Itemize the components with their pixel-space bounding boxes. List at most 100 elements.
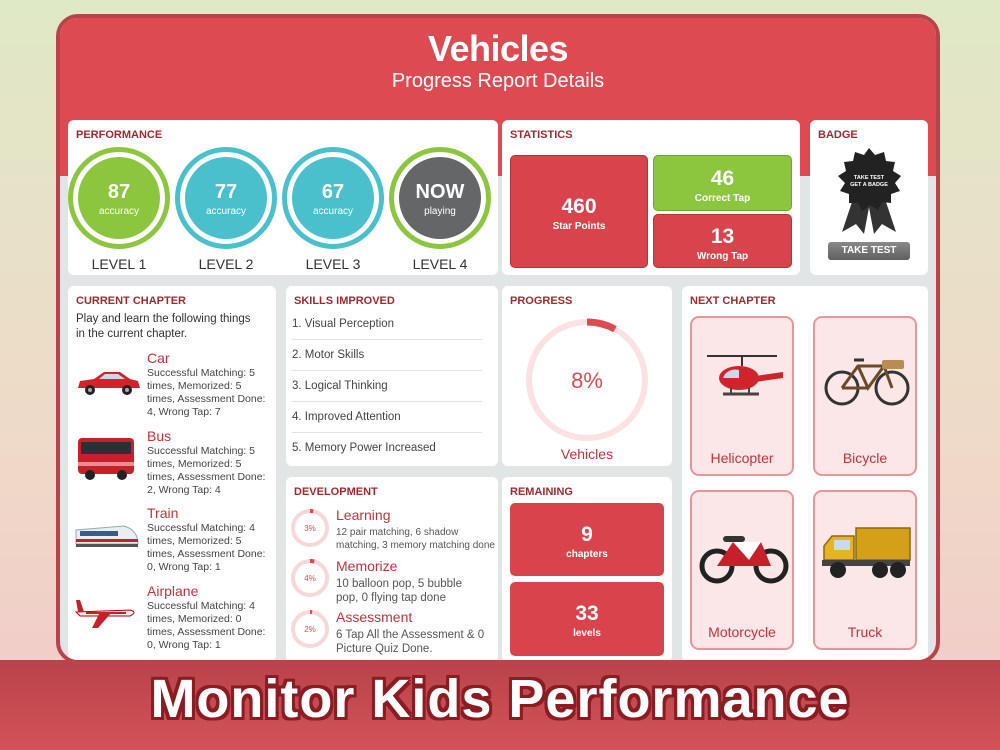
- level-1-value: 87: [107, 181, 131, 203]
- level-3-sub: accuracy: [312, 206, 353, 217]
- performance-card: PERFORMANCE 87 accuracy LEVEL 1 77 accur…: [68, 120, 498, 275]
- badge-title: BADGE: [818, 129, 858, 141]
- statistics-card: STATISTICS 460 Star Points 46 Correct Ta…: [502, 120, 800, 275]
- remaining-title: REMAINING: [510, 486, 573, 498]
- current-chapter-card: CURRENT CHAPTER Play and learn the follo…: [68, 286, 276, 660]
- bicycle-card[interactable]: Bicycle: [813, 316, 917, 476]
- train-text: Successful Matching: 4 times, Memorized:…: [147, 522, 266, 573]
- badge-card: BADGE TAKE TEST GET A BADGE TAKE TEST: [810, 120, 928, 275]
- car-title: Car: [147, 350, 170, 366]
- memorize-title: Memorize: [336, 558, 398, 574]
- car-icon: [78, 372, 140, 395]
- level-1-sub: accuracy: [98, 206, 139, 217]
- progress-card: PROGRESS 8% Vehicles: [502, 286, 672, 466]
- bicycle-label: Bicycle: [842, 450, 888, 466]
- truck-card[interactable]: Truck: [813, 490, 917, 650]
- helicopter-icon: [707, 355, 783, 396]
- truck-icon: [822, 527, 911, 578]
- helicopter-label: Helicopter: [710, 450, 774, 466]
- next-chapter-title: NEXT CHAPTER: [690, 295, 776, 307]
- star-points-label: Star Points: [552, 221, 606, 232]
- learning-text: 12 pair matching, 6 shadow matching, 3 m…: [336, 527, 495, 551]
- bus-icon: [78, 438, 134, 480]
- memorize-text: 10 balloon pop, 5 bubble pop, 0 flying t…: [336, 578, 462, 604]
- assessment-pct: 2%: [304, 625, 316, 634]
- learning-pct: 3%: [304, 524, 316, 533]
- memorize-progress-ring: 4%: [291, 559, 329, 597]
- level-3-ring[interactable]: 67 accuracy: [282, 147, 384, 249]
- level-4-label: LEVEL 4: [412, 256, 468, 272]
- performance-title: PERFORMANCE: [76, 129, 163, 141]
- level-4-sub: playing: [424, 206, 456, 217]
- remaining-levels-label: levels: [573, 628, 601, 639]
- motorcycle-card[interactable]: Motorcycle: [690, 490, 794, 650]
- learning-progress-ring: 3%: [291, 509, 329, 547]
- bicycle-icon: [824, 358, 910, 406]
- train-title: Train: [147, 505, 179, 521]
- learning-title: Learning: [336, 507, 391, 523]
- level-1-ring[interactable]: 87 accuracy: [68, 147, 170, 249]
- car-text: Successful Matching: 5 times, Memorized:…: [147, 367, 266, 418]
- star-points-tile: 460 Star Points: [510, 155, 648, 268]
- skill-item: 2. Motor Skills: [292, 340, 482, 371]
- assessment-text: 6 Tap All the Assessment & 0 Picture Qui…: [336, 629, 485, 655]
- take-test-button[interactable]: TAKE TEST: [828, 242, 910, 260]
- progress-title: PROGRESS: [510, 295, 573, 307]
- level-2-label: LEVEL 2: [198, 256, 254, 272]
- promo-banner: Monitor Kids Performance: [0, 660, 1000, 750]
- skill-item: 1. Visual Perception: [292, 309, 482, 340]
- wrong-tap-label: Wrong Tap: [696, 251, 749, 262]
- level-2-ring[interactable]: 77 accuracy: [175, 147, 277, 249]
- star-points-value: 460: [561, 195, 597, 218]
- memorize-pct: 4%: [304, 574, 316, 583]
- level-2-fill: 77 accuracy: [185, 157, 267, 239]
- skills-card: SKILLS IMPROVED 1. Visual Perception 2. …: [286, 286, 498, 466]
- badge-text-1: TAKE TEST: [854, 175, 885, 181]
- level-4-fill: NOW playing: [399, 157, 481, 239]
- helicopter-card[interactable]: Helicopter: [690, 316, 794, 476]
- level-2-sub: accuracy: [205, 206, 246, 217]
- badge-text-2: GET A BADGE: [850, 182, 888, 188]
- current-chapter-title: CURRENT CHAPTER: [76, 295, 186, 307]
- correct-tap-tile: 46 Correct Tap: [653, 155, 792, 211]
- wrong-tap-value: 13: [710, 225, 735, 248]
- learning-progress-arc: [291, 509, 329, 547]
- banner-text: Monitor Kids Performance: [150, 669, 850, 729]
- remaining-chapters-tile: 9 chapters: [510, 503, 664, 576]
- level-4-ring[interactable]: NOW playing: [389, 147, 491, 249]
- app-window: Vehicles Progress Report Details PERFORM…: [56, 14, 940, 664]
- progress-arc: [525, 318, 649, 442]
- level-1-fill: 87 accuracy: [78, 157, 160, 239]
- remaining-card: REMAINING 9 chapters 33 levels: [502, 477, 672, 660]
- development-card: DEVELOPMENT 3% Learning 12 pair matching…: [286, 477, 498, 660]
- remaining-chapters-label: chapters: [566, 549, 608, 560]
- bus-title: Bus: [147, 428, 172, 444]
- skill-item: 4. Improved Attention: [292, 402, 482, 433]
- statistics-title: STATISTICS: [510, 129, 573, 141]
- train-icon: [75, 525, 139, 547]
- skill-item: 5. Memory Power Increased: [292, 442, 436, 454]
- page-title: Vehicles: [427, 28, 569, 69]
- level-3-value: 67: [321, 181, 345, 203]
- level-1-label: LEVEL 1: [91, 256, 147, 272]
- wrong-tap-tile: 13 Wrong Tap: [653, 214, 792, 268]
- correct-tap-label: Correct Tap: [694, 193, 751, 204]
- correct-tap-value: 46: [710, 167, 735, 190]
- motorcycle-label: Motorcycle: [708, 624, 776, 640]
- development-title: DEVELOPMENT: [294, 486, 378, 498]
- assessment-progress-ring: 2%: [291, 610, 329, 648]
- bus-text: Successful Matching: 5 times, Memorized:…: [147, 445, 266, 496]
- level-3-fill: 67 accuracy: [292, 157, 374, 239]
- page-subtitle: Progress Report Details: [391, 70, 605, 92]
- badge-rosette-icon: TAKE TEST GET A BADGE: [838, 148, 901, 234]
- airplane-text: Successful Matching: 4 times, Memorized:…: [147, 600, 266, 651]
- airplane-title: Airplane: [147, 583, 199, 599]
- remaining-levels-tile: 33 levels: [510, 582, 664, 656]
- memorize-progress-arc: [291, 559, 329, 597]
- motorcycle-icon: [699, 536, 789, 584]
- remaining-chapters-value: 9: [581, 523, 593, 546]
- progress-ring: 8%: [525, 318, 649, 442]
- assessment-title: Assessment: [336, 609, 413, 625]
- assessment-progress-arc: [291, 610, 329, 648]
- current-chapter-description: Play and learn the following things in t…: [76, 313, 251, 340]
